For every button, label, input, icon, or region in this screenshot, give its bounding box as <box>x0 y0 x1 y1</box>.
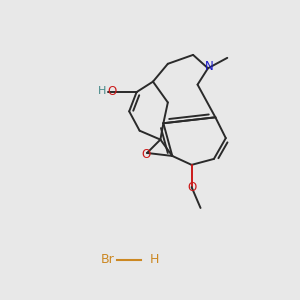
Text: N: N <box>205 60 213 73</box>
Text: Br: Br <box>100 254 114 266</box>
Text: O: O <box>188 181 197 194</box>
Text: H: H <box>98 86 106 96</box>
Text: H: H <box>150 254 159 266</box>
Text: O: O <box>142 148 151 161</box>
Text: O: O <box>107 85 117 98</box>
